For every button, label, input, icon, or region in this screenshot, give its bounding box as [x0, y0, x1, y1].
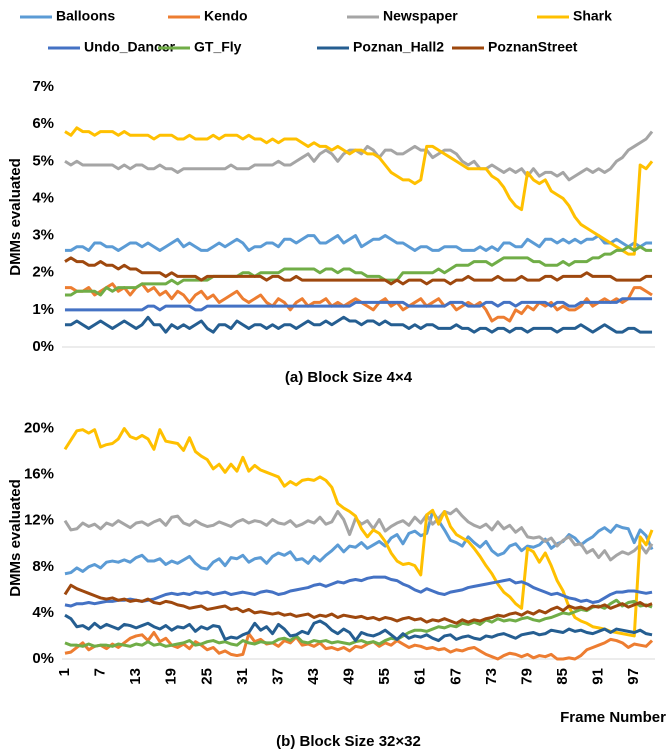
series-line [64, 130, 654, 182]
x-tick-label: 1 [56, 668, 73, 676]
y-tick-label: 0% [32, 338, 54, 355]
x-tick-label: 7 [92, 668, 109, 676]
series-line: Newspaper [63, 507, 654, 562]
legend: Balloons Kendo Newspaper Shark Undo_Dancer GT… [20, 8, 612, 55]
x-tick-label: 31 [234, 668, 251, 685]
y-tick-label: 4% [32, 189, 54, 206]
series-line: Kendo [64, 631, 654, 661]
y-tick-label: 12% [24, 512, 54, 529]
series-line [64, 256, 653, 286]
x-tick-label: 73 [483, 668, 500, 685]
series-line: Balloons [64, 510, 654, 576]
y-axis-label: DMMs evaluated [7, 479, 24, 597]
series-line [64, 234, 653, 252]
x-tick-label: 85 [554, 668, 571, 685]
x-tick-label: 55 [376, 668, 393, 685]
legend-label: Kendo [204, 8, 248, 24]
x-tick-label: 49 [341, 668, 358, 685]
series-line: GT_Fly [64, 598, 653, 648]
y-tick-label: 16% [24, 466, 54, 483]
series-line [64, 126, 654, 256]
y-tick-label: 8% [32, 558, 54, 575]
y-axis-label: DMMs evaluated [7, 158, 24, 276]
series-line: Shark [63, 427, 654, 638]
legend-label: GT_Fly [194, 39, 242, 55]
x-tick-label: 19 [163, 668, 180, 685]
x-tick-label: 91 [590, 668, 607, 685]
y-tick-label: 7% [32, 78, 54, 95]
legend-label: Poznan_Hall2 [353, 39, 444, 55]
y-tick-label: 2% [32, 264, 54, 281]
x-tick-label: 43 [305, 668, 322, 685]
legend-label: Balloons [56, 8, 115, 24]
x-tick-label: 61 [412, 668, 429, 685]
x-tick-label: 13 [127, 668, 144, 685]
y-tick-label: 3% [32, 227, 54, 244]
legend-label: PoznanStreet [488, 39, 578, 55]
series-line [64, 245, 653, 297]
x-axis-label: Frame Number [560, 709, 666, 726]
series-line: PoznanStreet [63, 583, 653, 625]
legend-label: Shark [573, 8, 612, 24]
y-tick-label: 1% [32, 301, 54, 318]
series-line [64, 297, 653, 312]
series-line [64, 315, 653, 334]
y-tick-label: 6% [32, 115, 54, 132]
x-tick-label: 97 [625, 668, 642, 685]
x-tick-label: 79 [518, 668, 535, 685]
series-line: Poznan_Hall2 [64, 613, 653, 643]
chart-title: (b) Block Size 32×32 [276, 733, 421, 750]
y-tick-label: 5% [32, 152, 54, 169]
y-tick-label: 4% [32, 604, 54, 621]
y-tick-label: 20% [24, 419, 54, 436]
x-tick-label: 67 [447, 668, 464, 685]
legend-label: Undo_Dancer [84, 39, 176, 55]
x-tick-label: 37 [269, 668, 286, 685]
series-line [64, 282, 653, 323]
x-tick-label: 25 [198, 668, 215, 685]
series-line: Undo_Dancer [64, 575, 653, 608]
legend-label: Newspaper [383, 8, 458, 24]
chart-title: (a) Block Size 4×4 [285, 369, 413, 386]
y-tick-label: 0% [32, 650, 54, 667]
